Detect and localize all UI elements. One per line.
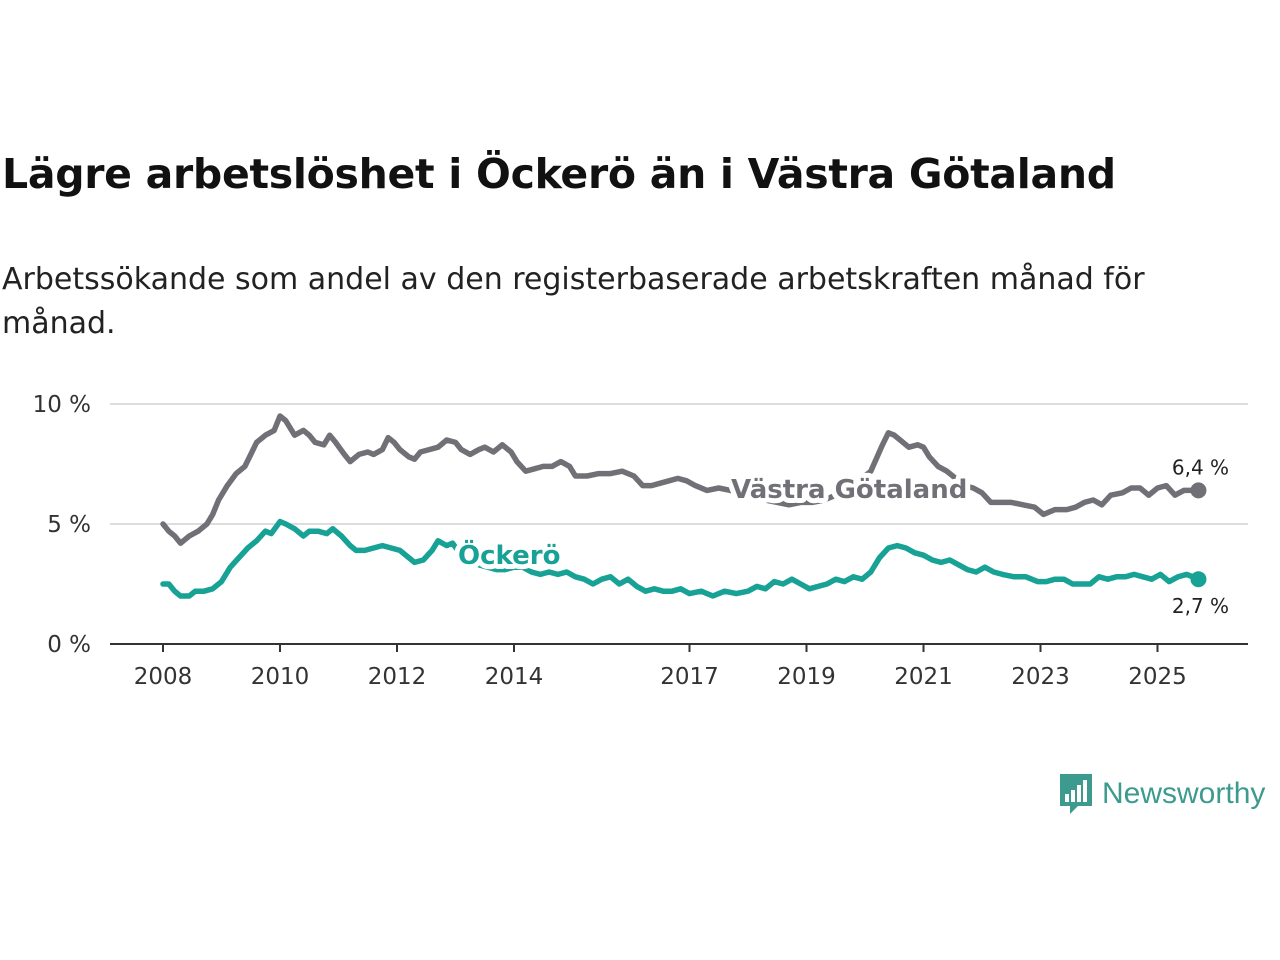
chart-title: Lägre arbetslöshet i Öckerö än i Västra … [2, 150, 1116, 198]
grid-layer [110, 403, 1248, 525]
y-tick-label: 0 % [47, 632, 91, 658]
series-label-vastra-gotaland: Västra Götaland [731, 475, 967, 505]
x-tick-label: 2025 [1128, 664, 1187, 690]
axis-layer: 0 % 5 % 10 % 2008 2010 2012 2014 2017 2019 2021 20… [33, 392, 1248, 690]
end-marker-ockero [1190, 571, 1207, 588]
line-chart: 0 % 5 % 10 % 2008 2010 2012 2014 2017 2019 2021 20… [33, 392, 1248, 690]
end-label-vastra-gotaland: 6,4 % [1172, 455, 1229, 479]
x-tick-label: 2021 [894, 664, 953, 690]
series-label-ockero-halo: Öckerö [458, 538, 560, 571]
x-tick-label: 2008 [134, 664, 193, 690]
series-layer [160, 413, 1207, 599]
x-tick-label: 2010 [251, 664, 310, 690]
end-label-ockero: 2,7 % [1172, 594, 1229, 618]
y-tick-label: 10 % [33, 392, 91, 418]
y-tick-label: 5 % [47, 512, 91, 538]
x-tick-label: 2019 [777, 664, 836, 690]
x-tick-label: 2023 [1011, 664, 1070, 690]
series-line-vastra-gotaland [160, 413, 1202, 546]
chart-subtitle: Arbetssökande som andel av den registerb… [2, 262, 1145, 341]
x-tick-label: 2017 [660, 664, 719, 690]
series-label-vastra-gotaland-halo: Västra Götaland [731, 475, 967, 505]
newsworthy-logo-icon [1060, 774, 1092, 814]
end-marker-vastra-gotaland [1190, 482, 1207, 499]
x-tick-label: 2012 [368, 664, 427, 690]
newsworthy-brand[interactable]: Newsworthy [1058, 772, 1265, 816]
series-line-ockero [160, 518, 1202, 599]
series-label-ockero: Öckerö [458, 538, 560, 571]
brand-name: Newsworthy [1102, 777, 1266, 810]
x-tick-label: 2014 [485, 664, 544, 690]
